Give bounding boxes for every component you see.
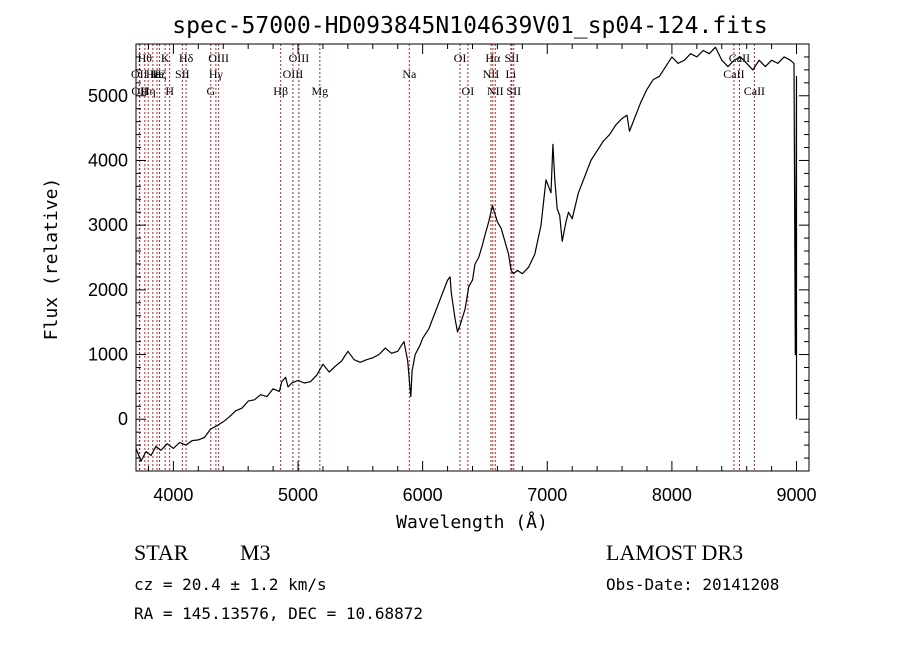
marker-label: SII bbox=[505, 51, 520, 65]
x-axis-ticks: 4000 5000 6000 7000 8000 9000 bbox=[147, 44, 817, 505]
marker-label: K bbox=[161, 51, 170, 65]
y-axis-ticks: 0 1000 2000 3000 4000 5000 bbox=[88, 43, 809, 472]
marker-label: OIII bbox=[283, 67, 304, 81]
redshift-text: cz = 20.4 ± 1.2 km/s bbox=[134, 575, 327, 594]
marker-label: CaII bbox=[744, 84, 765, 98]
marker-label: G bbox=[206, 84, 215, 98]
marker-label: Hζ bbox=[153, 67, 167, 81]
marker-label: NII bbox=[483, 67, 500, 81]
y-tick-label: 2000 bbox=[88, 280, 128, 300]
y-tick-label: 1000 bbox=[88, 345, 128, 365]
marker-label: H bbox=[165, 84, 174, 98]
spectrum-series bbox=[135, 46, 798, 462]
x-tick-label: 6000 bbox=[403, 485, 443, 505]
marker-label: OI bbox=[454, 51, 467, 65]
marker-label: SII bbox=[506, 84, 521, 98]
marker-label: Hβ bbox=[273, 84, 288, 98]
marker-label: OIII bbox=[208, 51, 229, 65]
marker-label: Hδ bbox=[179, 51, 194, 65]
marker-label: Mg bbox=[311, 84, 328, 98]
marker-label: NII bbox=[487, 84, 504, 98]
x-tick-label: 8000 bbox=[652, 485, 692, 505]
marker-label: OI bbox=[462, 84, 475, 98]
coordinates-text: RA = 145.13576, DEC = 10.68872 bbox=[134, 604, 423, 623]
y-tick-label: 3000 bbox=[88, 215, 128, 235]
marker-label: Hθ bbox=[138, 51, 153, 65]
chart-title: spec-57000-HD093845N104639V01_sp04-124.f… bbox=[172, 13, 767, 39]
spectrum-line bbox=[135, 46, 798, 462]
x-tick-label: 7000 bbox=[527, 485, 567, 505]
object-subclass: M3 bbox=[240, 540, 271, 565]
marker-label: He bbox=[150, 67, 164, 81]
marker-label: OIII bbox=[289, 51, 310, 65]
marker-label: SII bbox=[175, 67, 190, 81]
object-class: STAR bbox=[134, 540, 189, 565]
x-tick-label: 4000 bbox=[153, 485, 193, 505]
y-tick-label: 5000 bbox=[88, 86, 128, 106]
survey-name: LAMOST DR3 bbox=[606, 540, 743, 565]
marker-label: Hγ bbox=[209, 67, 224, 81]
x-tick-label: 9000 bbox=[777, 485, 817, 505]
marker-label: CaII bbox=[723, 67, 744, 81]
x-tick-label: 5000 bbox=[278, 485, 318, 505]
marker-label: Hε bbox=[146, 67, 160, 81]
obs-date-text: Obs-Date: 20141208 bbox=[606, 575, 779, 594]
marker-label: Hη bbox=[141, 84, 156, 98]
x-axis-label: Wavelength (Å) bbox=[396, 511, 548, 533]
y-tick-label: 0 bbox=[118, 409, 128, 429]
y-tick-label: 4000 bbox=[88, 150, 128, 170]
y-axis-label: Flux (relative) bbox=[41, 178, 62, 341]
marker-label: Na bbox=[402, 67, 417, 81]
plot-frame bbox=[135, 43, 810, 472]
spectral-line-markers: OIIOIIHθHηHεHeHζKHSIIHδGHγOIIIHβOIIIOIII… bbox=[131, 44, 765, 471]
marker-label: Hα bbox=[485, 51, 501, 65]
marker-label: Li bbox=[506, 67, 517, 81]
